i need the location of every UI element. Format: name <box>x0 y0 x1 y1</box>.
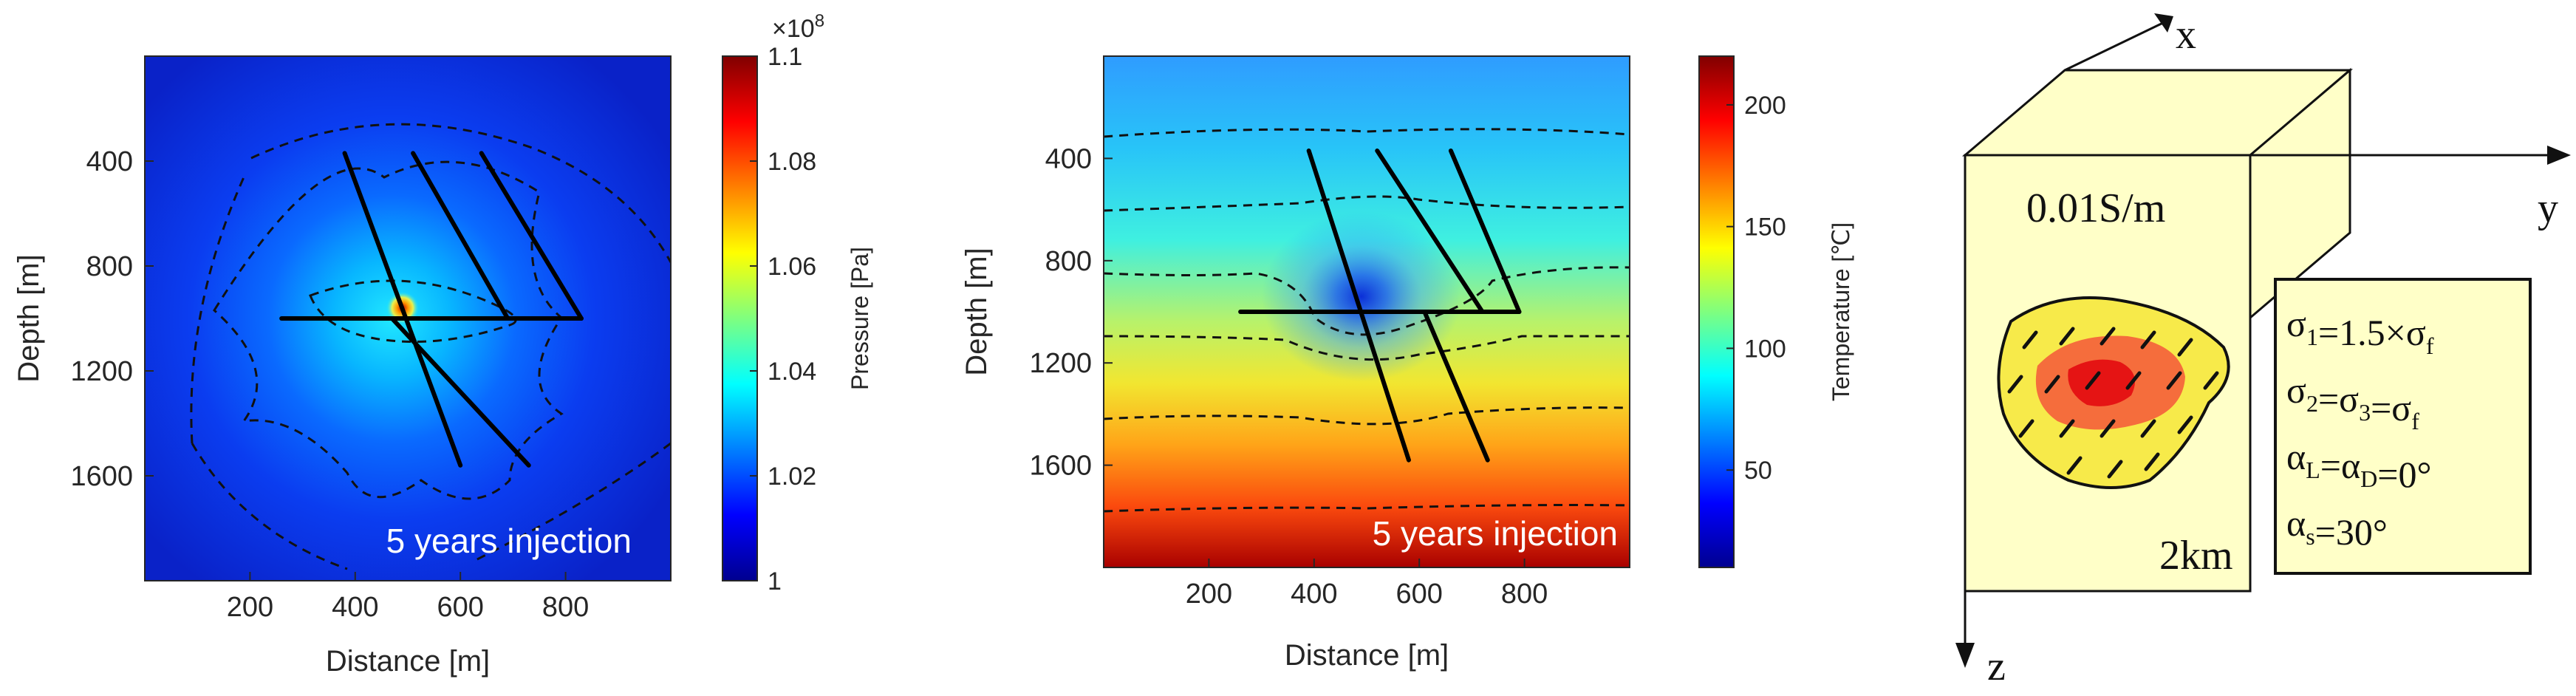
colorbar-tick-label: 100 <box>1744 335 1786 363</box>
temperature-cold-plume <box>1261 211 1461 382</box>
pressure-panel: 200 400 600 800 400 800 1200 1600 Distance [m]… <box>13 11 873 678</box>
anomaly-core-zone <box>2068 359 2135 406</box>
x-tick-label: 200 <box>1186 579 1232 610</box>
block-right-face <box>2249 67 2351 321</box>
fracture-line <box>389 316 531 468</box>
x-axis <box>2064 21 2165 72</box>
colorbar-tick-label: 200 <box>1744 92 1786 120</box>
temperature-axes-box <box>1103 55 1630 568</box>
y-tick-label: 800 <box>1045 246 1092 277</box>
temperature-panel: 200 400 600 800 400 800 1200 1600 Distance [m]… <box>960 55 1854 672</box>
temperature-fractures <box>1238 149 1522 463</box>
parameter-line: σ2=σ3=σf <box>2286 369 2419 434</box>
pressure-contour-inner <box>213 160 564 500</box>
temp-contour-2 <box>1104 195 1630 212</box>
fracture-line <box>479 151 584 321</box>
anomaly-fracture-dashes <box>2007 327 2219 479</box>
temperature-x-label: Distance [m] <box>1285 639 1449 672</box>
depth-label: 2km <box>2159 533 2233 579</box>
x-tick-label: 600 <box>1395 579 1442 610</box>
pressure-colorbar-multiplier: ×108 <box>772 11 824 43</box>
temp-contour-5 <box>1104 406 1630 426</box>
z-axis-arrowhead <box>1955 643 1975 668</box>
temp-contour-6 <box>1104 504 1630 513</box>
temp-contour-1 <box>1104 128 1630 138</box>
y-axis-arrowhead <box>2547 146 2571 165</box>
pressure-y-label: Depth [m] <box>13 254 45 382</box>
z-axis-label: z <box>1987 644 2006 689</box>
y-tick-label: 800 <box>86 251 133 282</box>
x-axis-arrowhead <box>2154 13 2173 33</box>
parameter-line: σ1=1.5×σf <box>2286 303 2434 359</box>
pressure-contour-outer <box>190 123 671 570</box>
parameter-line: αs=30° <box>2286 502 2388 553</box>
temperature-x-ticks: 200 400 600 800 <box>1186 559 1548 610</box>
pressure-x-label: Distance [m] <box>326 645 490 678</box>
y-tick-label: 400 <box>1045 143 1092 174</box>
colorbar-tick-label: 150 <box>1744 214 1786 242</box>
y-axis-label: y <box>2538 185 2558 231</box>
fracture-line <box>1375 149 1485 314</box>
pressure-axes-box <box>144 55 672 581</box>
temp-contour-4 <box>1104 335 1630 361</box>
temperature-y-label: Depth [m] <box>960 248 993 375</box>
fracture-line <box>1448 149 1522 314</box>
temperature-overlay-text: 5 years injection <box>1373 514 1618 553</box>
colorbar-tick-label: 1 <box>768 567 782 596</box>
y-tick-label: 1600 <box>1029 451 1092 482</box>
conductivity-label: 0.01S/m <box>2026 185 2165 231</box>
y-tick-label: 400 <box>86 146 133 177</box>
fracture-line <box>411 151 510 321</box>
colorbar-tick-label: 1.04 <box>768 358 816 386</box>
pressure-overlay-text: 5 years injection <box>386 522 632 560</box>
fracture-line <box>342 151 463 468</box>
x-axis-label: x <box>2176 12 2196 58</box>
colorbar-tick-label: 1.06 <box>768 253 816 281</box>
pressure-colorbar-ticks: 1 1.02 1.04 1.06 1.08 1.1 <box>750 43 816 596</box>
parameter-line: αL=αD=0° <box>2286 436 2431 495</box>
conductive-anomaly <box>1997 296 2230 489</box>
pressure-x-ticks: 200 400 600 800 <box>227 572 589 623</box>
pressure-colorbar <box>722 55 758 581</box>
temperature-colorbar-label: Temperature [℃] <box>1828 222 1854 401</box>
y-tick-label: 1200 <box>1029 348 1092 379</box>
pressure-y-ticks: 400 800 1200 1600 <box>70 146 154 492</box>
x-tick-label: 800 <box>1501 579 1548 610</box>
pressure-fractures <box>279 151 584 468</box>
pressure-colorbar-label: Pressure [Pa] <box>847 247 873 390</box>
temperature-colorbar-ticks: 50 100 150 200 <box>1726 92 1786 485</box>
x-tick-label: 200 <box>227 592 273 623</box>
colorbar-tick-label: 50 <box>1744 457 1772 485</box>
x-tick-label: 800 <box>542 592 589 623</box>
y-tick-label: 1600 <box>70 461 133 492</box>
parameter-box <box>2274 278 2532 575</box>
colorbar-tick-label: 1.1 <box>768 43 802 71</box>
x-tick-label: 600 <box>437 592 483 623</box>
fracture-line <box>1422 310 1490 463</box>
temperature-y-ticks: 400 800 1200 1600 <box>1029 143 1113 482</box>
colorbar-tick-label: 1.08 <box>768 148 816 176</box>
x-tick-label: 400 <box>1291 579 1337 610</box>
fracture-line <box>1306 149 1411 463</box>
colorbar-tick-label: 1.02 <box>768 463 816 491</box>
y-tick-label: 1200 <box>70 356 133 387</box>
x-tick-label: 400 <box>332 592 378 623</box>
pressure-contour-core <box>309 279 517 343</box>
temperature-colorbar <box>1698 55 1735 568</box>
schematic-panel: x y z 0.01S/m 2km <box>1955 12 2571 689</box>
